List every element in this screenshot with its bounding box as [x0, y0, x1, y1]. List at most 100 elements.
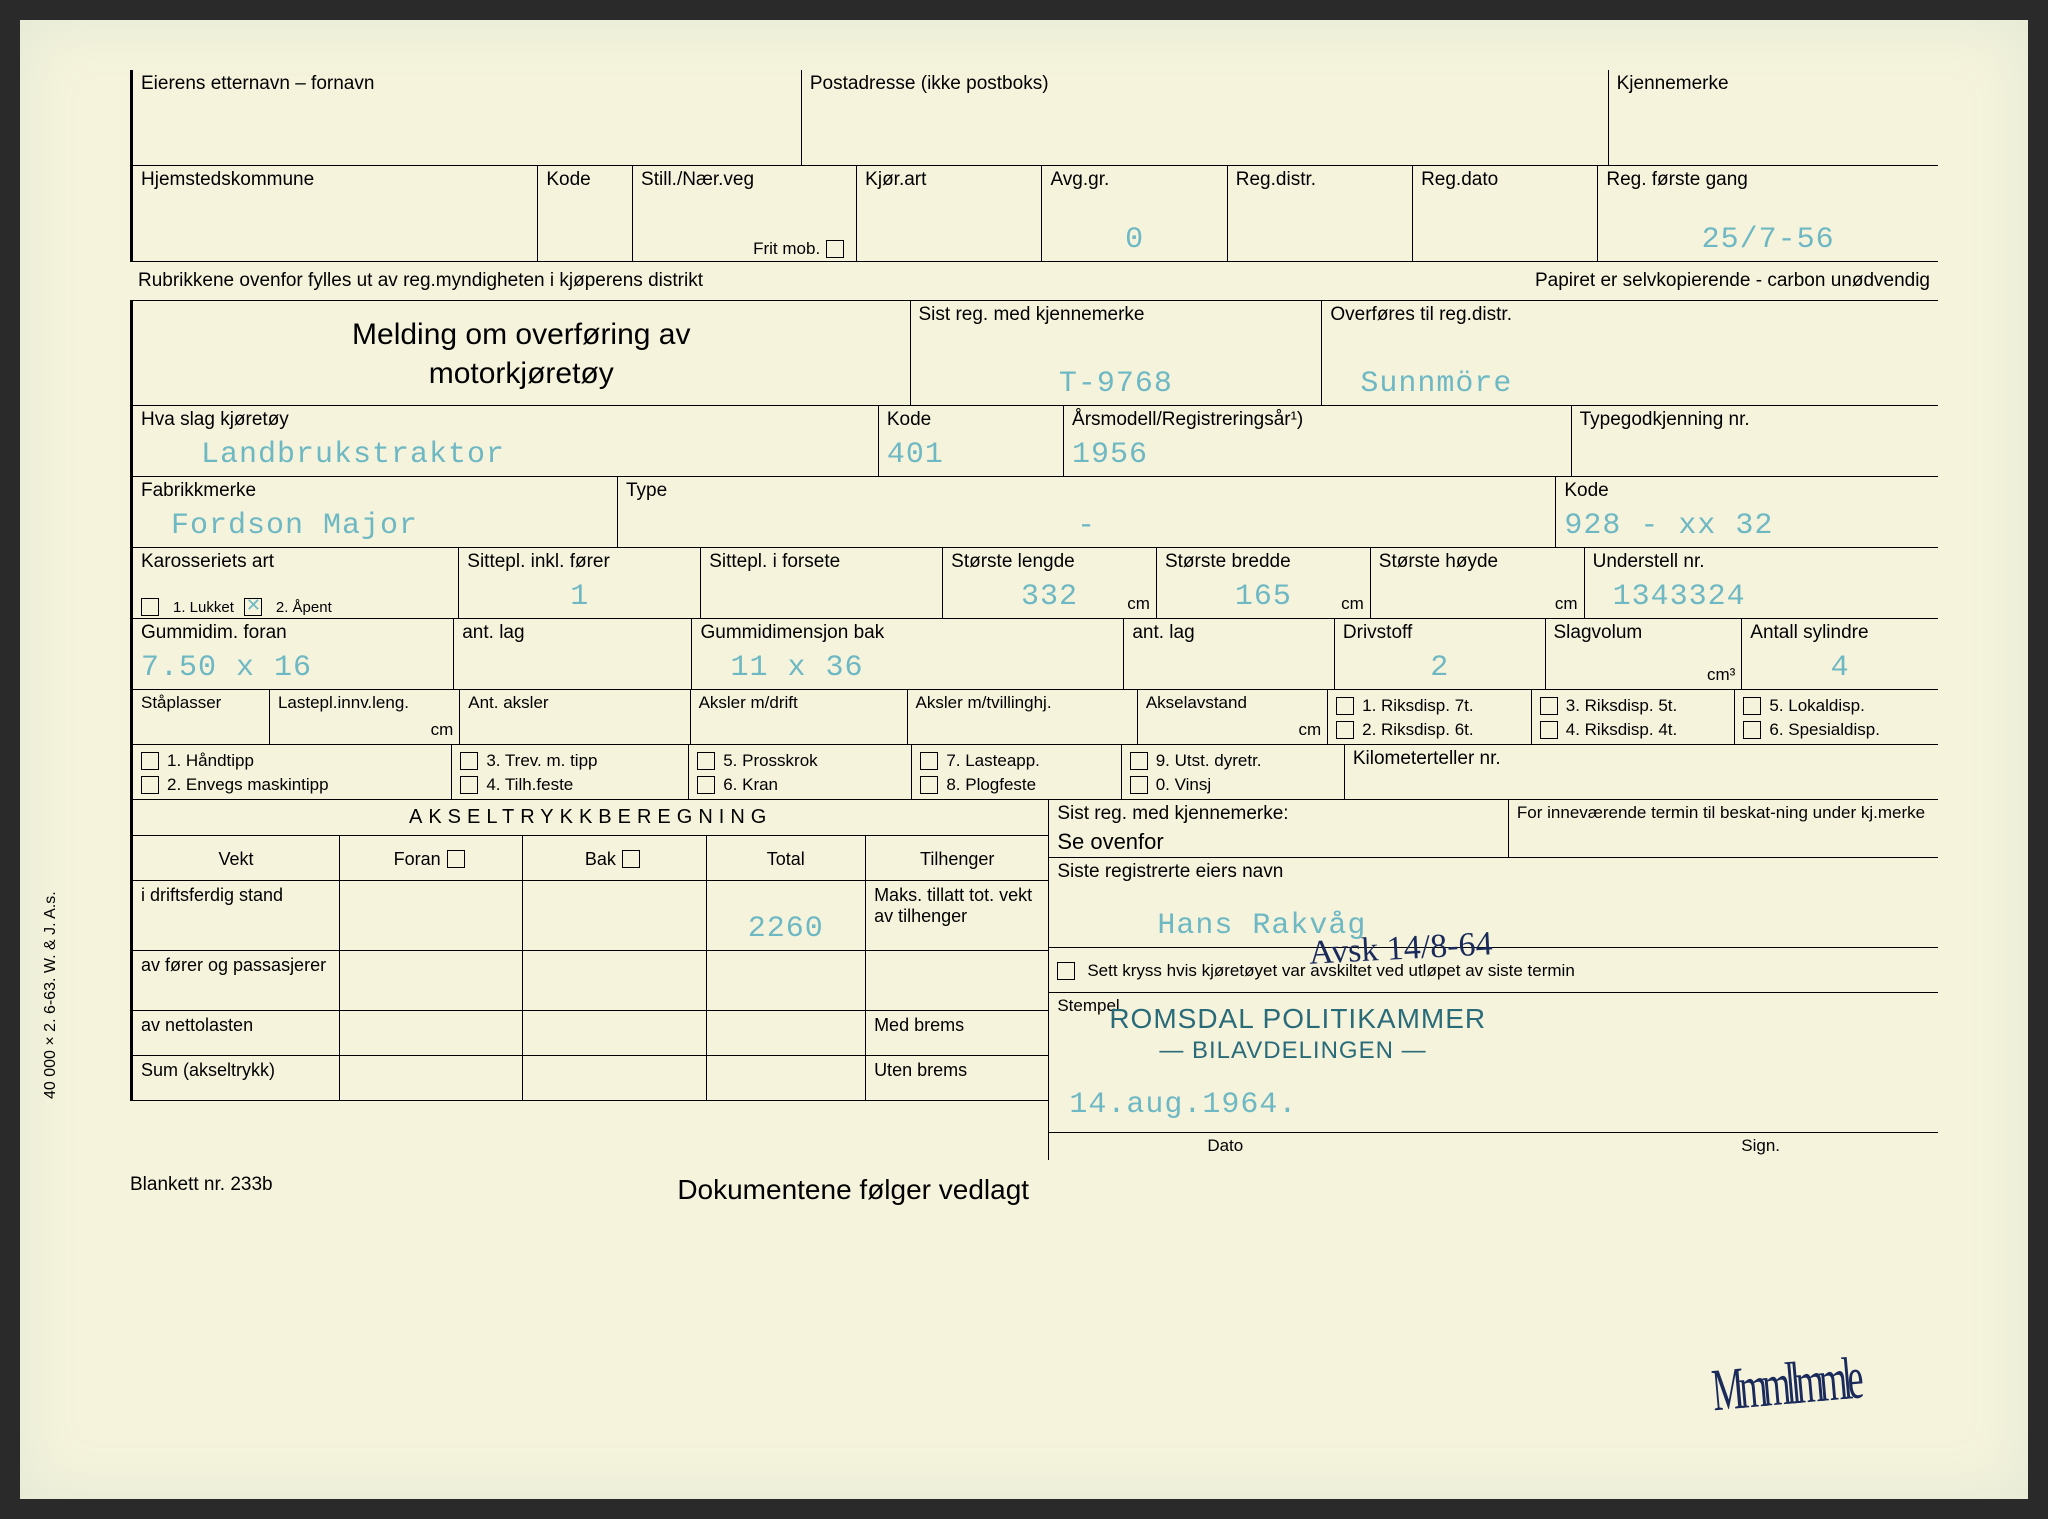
helper-left: Rubrikkene ovenfor fylles ut av reg.mynd…	[138, 266, 703, 296]
checkbox-utst[interactable]	[1130, 752, 1148, 770]
wh-total: Total	[707, 836, 867, 880]
cell-akselavstand: Akselavstand cm	[1138, 690, 1328, 744]
cell-drivstoff: Drivstoff 2	[1335, 619, 1546, 689]
cell-kjennemerke: Kjennemerke	[1609, 70, 1938, 165]
cell-slagvolum: Slagvolum cm³	[1546, 619, 1743, 689]
checkbox-plogfeste[interactable]	[920, 776, 938, 794]
wr-drifts-bak	[523, 881, 706, 950]
label-tilh: 4. Tilh.feste	[486, 775, 573, 795]
checkbox-trev[interactable]	[460, 752, 478, 770]
value-avggr: 0	[1050, 223, 1218, 259]
wr-netto-foran	[340, 1011, 523, 1055]
wr-utenbrems: Uten brems	[866, 1056, 1048, 1100]
label-lasteapp: 7. Lasteapp.	[946, 751, 1040, 771]
cell-avggr: Avg.gr. 0	[1042, 166, 1227, 261]
right-block: Sist reg. med kjennemerke: Se ovenfor Fo…	[1049, 800, 1938, 1160]
row-aksler: Ståplasser Lastepl.innv.leng. cm Ant. ak…	[130, 690, 1938, 745]
row-karosseri: Karosseriets art 1. Lukket 2. Åpent Sitt…	[130, 548, 1938, 619]
helper-right: Papiret er selvkopierende - carbon unødv…	[1535, 266, 1930, 296]
value-understell: 1343324	[1593, 580, 1930, 616]
checkbox-avskilt[interactable]	[1057, 962, 1075, 980]
checkbox-apent[interactable]	[244, 598, 262, 616]
cell-understell: Understell nr. 1343324	[1585, 548, 1938, 618]
label-etternavn: Eierens etternavn – fornavn	[141, 74, 793, 95]
cell-hoyde: Største høyde cm	[1371, 548, 1585, 618]
row-hjemsted: Hjemstedskommune Kode Still./Nær.veg Fri…	[130, 166, 1938, 262]
checkbox-vinsj[interactable]	[1130, 776, 1148, 794]
label-spesial: 6. Spesialdisp.	[1769, 720, 1880, 740]
cell-regdistr: Reg.distr.	[1228, 166, 1413, 261]
label-regdato: Reg.dato	[1421, 170, 1589, 191]
value-lengde: 332	[951, 580, 1148, 616]
checkbox-lokal[interactable]	[1743, 697, 1761, 715]
checkbox-lukket[interactable]	[141, 598, 159, 616]
cell-riks54: 3. Riksdisp. 5t. 4. Riksdisp. 4t.	[1532, 690, 1736, 744]
label-understell: Understell nr.	[1593, 552, 1930, 573]
checkbox-riks6[interactable]	[1336, 721, 1354, 739]
checkbox-riks5[interactable]	[1540, 697, 1558, 715]
label-typegod: Typegodkjenning nr.	[1580, 410, 1930, 431]
cell-tipp90: 9. Utst. dyretr. 0. Vinsj	[1122, 745, 1345, 799]
label-plogfeste: 8. Plogfeste	[946, 775, 1036, 795]
label-slagvolum: Slagvolum	[1554, 623, 1734, 644]
checkbox-spesial[interactable]	[1743, 721, 1761, 739]
cell-antaksler: Ant. aksler	[460, 690, 690, 744]
wr-medbrems: Med brems	[866, 1011, 1048, 1055]
label-trev: 3. Trev. m. tipp	[486, 751, 597, 771]
wh-bak: Bak	[523, 836, 706, 880]
cell-staplasser: Ståplasser	[130, 690, 270, 744]
row-title: Melding om overføring av motorkjøretøy S…	[130, 300, 1938, 406]
label-sistreg: Sist reg. med kjennemerke	[919, 305, 1314, 326]
value-sistreg2: Se ovenfor	[1057, 825, 1500, 855]
checkbox-envegs[interactable]	[141, 776, 159, 794]
value-drifts-total: 2260	[715, 912, 858, 948]
cell-lastepl: Lastepl.innv.leng. cm	[270, 690, 460, 744]
checkbox-kran[interactable]	[697, 776, 715, 794]
cell-gummiforan: Gummidim. foran 7.50 x 16	[130, 619, 454, 689]
label-antlag2: ant. lag	[1132, 623, 1326, 644]
label-akslerdrift: Aksler m/drift	[699, 694, 899, 713]
label-kode5: Kode	[1564, 481, 1930, 502]
checkbox-foran[interactable]	[447, 850, 465, 868]
wr-forer-total	[707, 951, 867, 1010]
value-drivstoff: 2	[1343, 651, 1537, 687]
label-antaksler: Ant. aksler	[468, 694, 681, 713]
unit-bredde: cm	[1341, 594, 1364, 614]
wr-forer-foran	[340, 951, 523, 1010]
cell-kode2: Kode	[538, 166, 633, 261]
weight-block: AKSELTRYKKBEREGNING Vekt Foran Bak Total…	[130, 800, 1049, 1160]
label-handtipp: 1. Håndtipp	[167, 751, 254, 771]
label-fabrikk: Fabrikkmerke	[141, 481, 609, 502]
unit-lengde: cm	[1127, 594, 1150, 614]
checkbox-prosskrok[interactable]	[697, 752, 715, 770]
wr-sum-total	[707, 1056, 867, 1100]
checkbox-handtipp[interactable]	[141, 752, 159, 770]
value-kode5: 928 - xx 32	[1564, 509, 1930, 545]
cell-sylindre: Antall sylindre 4	[1742, 619, 1938, 689]
value-sitteplinkl: 1	[467, 580, 692, 616]
label-gummiforan: Gummidim. foran	[141, 623, 445, 644]
rb-kryss: Sett kryss hvis kjøretøyet var avskiltet…	[1049, 948, 1938, 992]
wr-maks: Maks. tillatt tot. vekt av tilhenger	[866, 881, 1048, 950]
value-sistreg: T-9768	[919, 367, 1314, 403]
aksel-title: AKSELTRYKKBEREGNING	[130, 800, 1048, 836]
label-sylindre: Antall sylindre	[1750, 623, 1930, 644]
checkbox-riks4[interactable]	[1540, 721, 1558, 739]
wh-foran: Foran	[340, 836, 523, 880]
cell-karosseri: Karosseriets art 1. Lukket 2. Åpent	[130, 548, 459, 618]
checkbox-lasteapp[interactable]	[920, 752, 938, 770]
value-arsmodell: 1956	[1072, 438, 1563, 474]
checkbox-riks7[interactable]	[1336, 697, 1354, 715]
label-vinsj: 0. Vinsj	[1156, 775, 1211, 795]
cell-regforste: Reg. første gang 25/7-56	[1598, 166, 1938, 261]
label-hvaslag: Hva slag kjøretøy	[141, 410, 870, 431]
checkbox-tilh[interactable]	[460, 776, 478, 794]
cell-hvaslag: Hva slag kjøretøy Landbrukstraktor	[130, 406, 879, 476]
rb-sistreg: Sist reg. med kjennemerke: Se ovenfor	[1049, 800, 1509, 857]
title-line2: motorkjøretøy	[161, 354, 882, 393]
checkbox-fritmob[interactable]	[826, 240, 844, 258]
checkbox-bak[interactable]	[622, 850, 640, 868]
label-kran: 6. Kran	[723, 775, 778, 795]
row-fabrikk: Fabrikkmerke Fordson Major Type - Kode 9…	[130, 477, 1938, 548]
row-utstyr: 1. Håndtipp 2. Envegs maskintipp 3. Trev…	[130, 745, 1938, 800]
